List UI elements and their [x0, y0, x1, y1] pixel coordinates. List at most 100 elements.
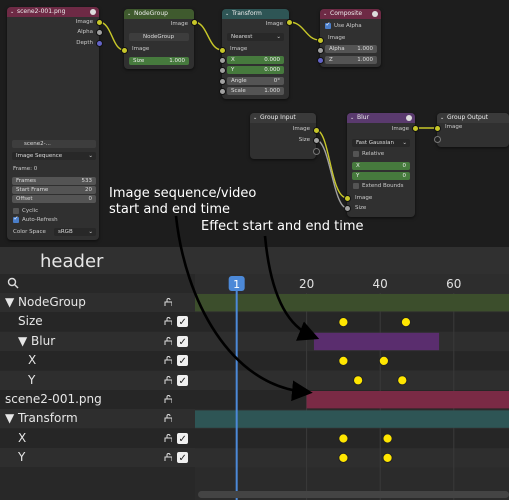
- collapse-chevron-icon[interactable]: ⌄: [440, 115, 445, 121]
- keyframe[interactable]: [400, 317, 412, 328]
- blur-filter-dropdown[interactable]: Fast Gaussian ⌄: [352, 139, 410, 147]
- composite-z-socket[interactable]: [317, 57, 324, 64]
- playhead-line[interactable]: [235, 288, 238, 500]
- blur-preview-icon[interactable]: [406, 115, 412, 121]
- transform-x-socket[interactable]: [219, 57, 226, 64]
- channel-row[interactable]: ▼ NodeGroup: [0, 293, 195, 312]
- transform-output-socket[interactable]: [286, 19, 293, 26]
- collapse-chevron-icon[interactable]: ⌄: [323, 11, 328, 17]
- channel-enable-checkbox[interactable]: [177, 352, 188, 371]
- keyframe[interactable]: [338, 433, 349, 444]
- alpha-field[interactable]: Alpha 1.000: [325, 45, 377, 53]
- nodegroup-input-socket[interactable]: [121, 47, 128, 54]
- collapse-chevron-icon[interactable]: ⌄: [10, 9, 15, 15]
- transform-y-field[interactable]: Y 0.000: [227, 66, 284, 74]
- image-node-preview-icon[interactable]: [90, 9, 96, 15]
- scale-field[interactable]: Scale 1.000: [227, 87, 284, 95]
- blur-node[interactable]: ⌄ Blur Image Fast Gaussian ⌄ Relative X 0…: [347, 113, 415, 217]
- cyclic-checkbox[interactable]: [13, 208, 19, 214]
- image-node[interactable]: ⌄ scene2-001.png Image Alpha Depth scene…: [7, 7, 99, 240]
- blur-size-input-socket[interactable]: [344, 205, 351, 212]
- offset-field[interactable]: Offset 0: [12, 195, 96, 203]
- collapse-chevron-icon[interactable]: ⌄: [253, 115, 258, 121]
- channel-row[interactable]: Size: [0, 312, 195, 332]
- blur-output-socket[interactable]: [412, 125, 419, 132]
- blur-image-input-socket[interactable]: [344, 195, 351, 202]
- transform-node-header[interactable]: ⌄ Transform: [222, 9, 289, 19]
- start-frame-field[interactable]: Start Frame 20: [12, 186, 96, 194]
- keyframe[interactable]: [382, 452, 393, 463]
- size-field[interactable]: Size 1.000: [129, 57, 189, 65]
- composite-node-header[interactable]: ⌄ Composite: [320, 9, 381, 19]
- group-output-header[interactable]: ⌄ Group Output: [437, 113, 509, 123]
- transform-node[interactable]: ⌄ Transform Image Nearest ⌄ Image X 0.000…: [222, 9, 289, 99]
- lock-icon[interactable]: [164, 453, 172, 462]
- group-output-empty-socket[interactable]: [434, 136, 441, 143]
- transform-angle-socket[interactable]: [219, 78, 226, 85]
- group-output-node[interactable]: ⌄ Group Output Image: [437, 113, 509, 147]
- keyframe[interactable]: [378, 355, 389, 367]
- image-datablock-selector[interactable]: scene2-...: [12, 140, 96, 148]
- transform-x-field[interactable]: X 0.000: [227, 56, 284, 64]
- alpha-output-socket[interactable]: [96, 29, 103, 36]
- lock-icon[interactable]: [164, 317, 172, 326]
- transform-scale-socket[interactable]: [219, 88, 226, 95]
- use-alpha-checkbox[interactable]: [325, 21, 331, 29]
- auto-refresh-checkbox[interactable]: [13, 215, 19, 223]
- nodegroup-node-header[interactable]: ⌄ NodeGroup: [124, 9, 194, 19]
- transform-input-socket[interactable]: [219, 47, 226, 54]
- keyframe[interactable]: [338, 317, 349, 328]
- composite-node[interactable]: ⌄ Composite Use Alpha Image Alpha 1.000 …: [320, 9, 381, 67]
- group-selector[interactable]: NodeGroup: [129, 33, 189, 41]
- channel-row[interactable]: X: [0, 428, 195, 449]
- channel-row[interactable]: scene2-001.png: [0, 390, 195, 409]
- dopesheet-area[interactable]: 20 40 60 1: [195, 274, 509, 500]
- group-input-size-socket[interactable]: [313, 137, 320, 144]
- group-output-image-socket[interactable]: [434, 125, 441, 132]
- transform-y-socket[interactable]: [219, 67, 226, 74]
- group-input-empty-socket[interactable]: [313, 148, 320, 155]
- keyframe[interactable]: [382, 433, 393, 444]
- channel-row[interactable]: ▼ Blur: [0, 331, 195, 352]
- image-output-socket[interactable]: [96, 19, 103, 26]
- blur-node-header[interactable]: ⌄ Blur: [347, 113, 415, 123]
- nodegroup-output-socket[interactable]: [191, 19, 198, 26]
- collapse-chevron-icon[interactable]: ⌄: [127, 11, 132, 17]
- lock-icon[interactable]: [164, 298, 172, 306]
- blur-x-field[interactable]: X 0: [352, 162, 410, 170]
- nodegroup-node[interactable]: ⌄ NodeGroup Image NodeGroup Image Size 1…: [124, 9, 194, 69]
- depth-output-socket[interactable]: [96, 40, 103, 47]
- image-sequence-strip[interactable]: [306, 391, 509, 409]
- source-dropdown[interactable]: Image Sequence ⌄: [12, 152, 96, 160]
- lock-icon[interactable]: [164, 414, 172, 423]
- dopesheet-canvas[interactable]: 20 40 60 1: [195, 274, 509, 500]
- keyframe[interactable]: [338, 452, 349, 463]
- group-input-header[interactable]: ⌄ Group Input: [250, 113, 316, 123]
- lock-icon[interactable]: [164, 336, 172, 345]
- collapse-chevron-icon[interactable]: ⌄: [350, 115, 355, 121]
- channel-enable-checkbox[interactable]: [177, 449, 188, 468]
- channel-search[interactable]: [0, 274, 195, 292]
- extend-bounds-checkbox[interactable]: [353, 183, 359, 189]
- composite-preview-icon[interactable]: [372, 11, 378, 17]
- group-input-node[interactable]: ⌄ Group Input Image Size: [250, 113, 316, 159]
- composite-alpha-socket[interactable]: [317, 47, 324, 54]
- group-input-image-socket[interactable]: [313, 127, 320, 134]
- color-space-dropdown[interactable]: sRGB ⌄: [54, 228, 96, 236]
- channel-row[interactable]: ▼ Transform: [0, 409, 195, 429]
- keyframe[interactable]: [353, 375, 364, 386]
- collapse-chevron-icon[interactable]: ⌄: [225, 11, 230, 17]
- keyframe[interactable]: [397, 375, 408, 386]
- channel-enable-checkbox[interactable]: [177, 313, 188, 332]
- frames-field[interactable]: Frames 533: [12, 177, 96, 185]
- image-node-header[interactable]: ⌄ scene2-001.png: [7, 7, 99, 17]
- z-field[interactable]: Z 1.000: [325, 56, 377, 64]
- keyframe[interactable]: [338, 355, 349, 367]
- channel-enable-checkbox[interactable]: [177, 430, 188, 449]
- lock-icon[interactable]: [164, 356, 172, 365]
- horizontal-scrollbar[interactable]: [198, 491, 509, 498]
- channel-row[interactable]: Y: [0, 448, 195, 468]
- composite-input-socket[interactable]: [317, 37, 324, 44]
